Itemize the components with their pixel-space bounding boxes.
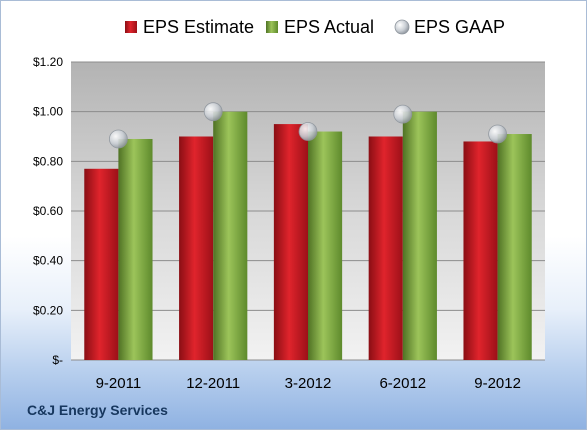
eps-estimate-bar [273,124,308,360]
legend-swatch [266,21,278,33]
eps-estimate-bar [368,136,403,360]
legend-label: EPS GAAP [414,17,505,37]
eps-actual-bar [402,111,437,361]
eps-gaap-marker [298,122,318,141]
y-tick-label: $1.20 [33,55,63,69]
x-category-label: 9-2012 [474,375,521,392]
eps-estimate-bar [84,168,119,360]
eps-actual-bar [213,111,248,361]
company-name: C&J Energy Services [27,402,168,418]
eps-actual-bar [497,134,532,360]
legend-label: EPS Actual [284,17,374,37]
legend-marker [394,19,410,35]
eps-gaap-marker [488,124,508,144]
x-category-label: 9-2011 [96,375,142,392]
legend-swatch [125,21,137,33]
y-tick-label: $- [52,353,63,367]
eps-actual-bar [308,131,343,360]
eps-gaap-marker [203,102,223,122]
y-tick-label: $0.60 [33,204,63,218]
x-category-label: 12-2011 [186,375,240,392]
y-tick-label: $0.20 [33,303,63,317]
eps-estimate-bar [463,141,498,360]
x-category-label: 6-2012 [379,375,426,392]
y-tick-label: $1.00 [33,105,63,119]
eps-estimate-bar [179,136,214,360]
legend-label: EPS Estimate [143,17,254,37]
x-category-label: 3-2012 [285,375,332,392]
eps-actual-bar [118,138,153,360]
eps-gaap-marker [393,104,413,124]
y-tick-label: $0.80 [33,154,63,168]
eps-gaap-marker [109,129,128,149]
y-tick-label: $0.40 [33,254,63,268]
